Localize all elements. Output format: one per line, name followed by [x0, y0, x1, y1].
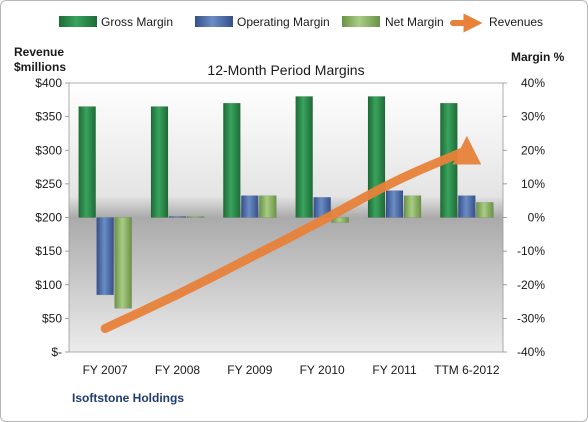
legend-label-net-margin: Net Margin [385, 15, 444, 29]
right-tick-label: 20% [521, 143, 545, 157]
category-label: FY 2010 [300, 363, 345, 377]
legend-label-revenues: Revenues [489, 15, 543, 29]
right-tick-label: -40% [517, 345, 545, 359]
gross-margin-bar [223, 102, 241, 218]
legend: Gross Margin Operating Margin Net Margin… [59, 13, 543, 33]
left-tick-label: $300 [35, 143, 62, 157]
legend-item-gross-margin: Gross Margin [59, 15, 173, 29]
legend-swatch-gross-margin [59, 16, 97, 27]
right-tick-label: 10% [521, 177, 545, 191]
right-tick-label: 40% [521, 76, 545, 90]
legend-item-net-margin: Net Margin [342, 15, 444, 29]
left-tick-label: $50 [42, 311, 62, 325]
net-margin-bar [476, 202, 494, 218]
category-label: FY 2011 [372, 363, 417, 377]
operating-margin-bar [385, 190, 404, 218]
operating-margin-bar [96, 217, 114, 296]
revenue-line-group [100, 142, 480, 333]
left-tick-label: $150 [35, 244, 62, 258]
right-tick-label: -30% [517, 311, 545, 325]
left-tick-label: $200 [35, 211, 62, 225]
net-margin-bar [186, 216, 205, 218]
right-tick-label: -20% [517, 278, 545, 292]
gross-margin-bar [150, 106, 169, 218]
legend-item-revenues: Revenues [450, 13, 543, 33]
category-label: FY 2007 [83, 363, 128, 377]
operating-margin-bar [241, 195, 259, 218]
left-axis-ticks: $- $50 $100 $150 $200 $250 $300 $350 $400 [35, 76, 69, 359]
left-tick-label: $250 [35, 177, 62, 191]
left-tick-label: $400 [35, 76, 62, 90]
gross-margin-bar [367, 96, 386, 218]
left-tick-label: $350 [35, 110, 62, 124]
right-tick-label: 30% [521, 110, 545, 124]
gross-margin-bar [78, 106, 96, 218]
right-tick-label: -10% [517, 244, 545, 258]
operating-margin-bar [458, 195, 476, 218]
right-axis-ticks: -40% -30% -20% -10% 0% 10% 20% 30% 40% [503, 76, 545, 359]
gross-margin-bar [295, 96, 313, 218]
left-tick-label: $- [51, 345, 62, 359]
left-axis-title-line-2: $millions [14, 60, 66, 74]
category-label: FY 2008 [155, 363, 200, 377]
legend-swatch-net-margin [342, 16, 380, 27]
company-name: Isoftstone Holdings [72, 391, 184, 405]
right-axis-title: Margin % [511, 50, 565, 64]
bar-marks [78, 96, 494, 309]
net-margin-bar [114, 217, 132, 309]
legend-label-gross-margin: Gross Margin [101, 15, 173, 29]
legend-label-operating-margin: Operating Margin [237, 15, 330, 29]
left-tick-label: $100 [35, 278, 62, 292]
category-label: FY 2009 [227, 363, 272, 377]
legend-swatch-operating-margin [195, 16, 233, 27]
net-margin-bar [403, 195, 422, 218]
right-tick-label: 0% [528, 211, 546, 225]
chart-title: 12-Month Period Margins [207, 62, 364, 78]
net-margin-bar [259, 195, 277, 218]
category-label: TTM 6-2012 [434, 363, 500, 377]
category-labels: FY 2007 FY 2008 FY 2009 FY 2010 FY 2011 TTM 6… [83, 363, 500, 377]
revenue-line [100, 142, 480, 333]
left-axis-title-line-1: Revenue [14, 45, 64, 59]
legend-item-operating-margin: Operating Margin [195, 15, 330, 29]
operating-margin-bar [168, 216, 187, 218]
